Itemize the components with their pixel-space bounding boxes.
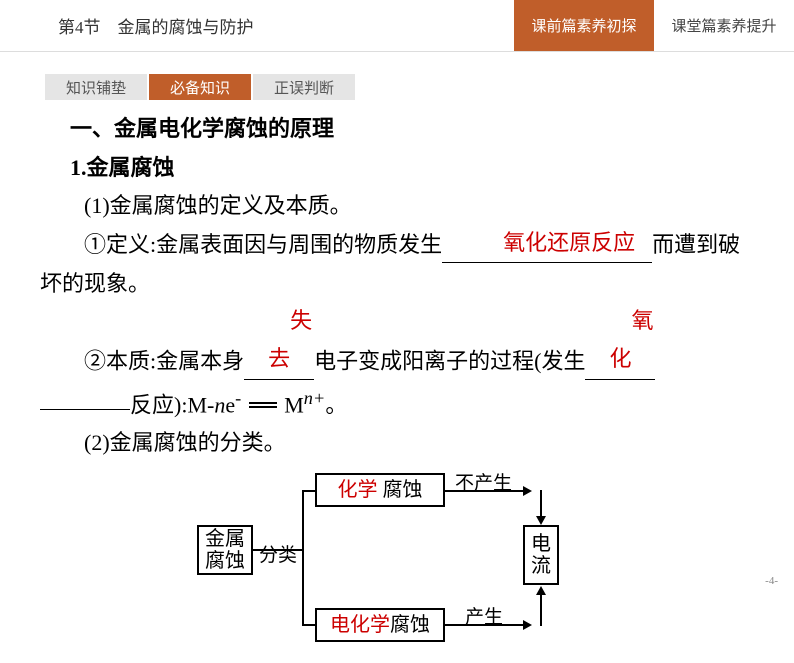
box-chemical: 化学 腐蚀: [315, 473, 445, 507]
label-produce: 产生: [465, 601, 503, 634]
nav-class[interactable]: 课堂篇素养提升: [654, 0, 794, 51]
para-4: (2)金属腐蚀的分类。: [40, 424, 754, 463]
box-electrochemical: 电化学腐蚀: [315, 608, 445, 642]
corrosion-diagram: 金属 腐蚀 化学 腐蚀 电化学腐蚀 电 流 分类 不产生 产生: [197, 463, 597, 663]
tab-bar: 知识铺垫 必备知识 正误判断: [45, 74, 794, 100]
para-1: (1)金属腐蚀的定义及本质。: [40, 187, 754, 226]
subheading-1: 1.金属腐蚀: [70, 149, 754, 188]
arrow-down-icon: [536, 516, 546, 525]
para-3: ②本质:金属本身失去电子变成阳离子的过程(发生氧化反应):M-ne- Mn+。: [40, 304, 754, 425]
content-area: 一、金属电化学腐蚀的原理 1.金属腐蚀 (1)金属腐蚀的定义及本质。 ①定义:金…: [0, 100, 794, 663]
page-number: -4-: [761, 574, 782, 588]
box-current: 电 流: [523, 525, 559, 585]
page-title: 第4节 金属的腐蚀与防护: [0, 0, 514, 51]
label-no-produce: 不产生: [455, 467, 512, 500]
tab-essential[interactable]: 必备知识: [149, 74, 251, 100]
box-metal-corrosion: 金属 腐蚀: [197, 525, 253, 575]
heading-1: 一、金属电化学腐蚀的原理: [70, 110, 754, 149]
arrow-right-top: [523, 486, 532, 496]
nav-before[interactable]: 课前篇素养初探: [514, 0, 654, 51]
arrow-right-bottom: [523, 620, 532, 630]
para-2: ①定义:金属表面因与周围的物质发生氧化还原反应而遭到破坏的现象。: [40, 226, 754, 304]
arrow-up-icon: [536, 586, 546, 595]
nav-group: 课前篇素养初探 课堂篇素养提升: [514, 0, 794, 51]
label-classify: 分类: [259, 539, 297, 572]
tab-true-false[interactable]: 正误判断: [253, 74, 355, 100]
tab-knowledge-base[interactable]: 知识铺垫: [45, 74, 147, 100]
